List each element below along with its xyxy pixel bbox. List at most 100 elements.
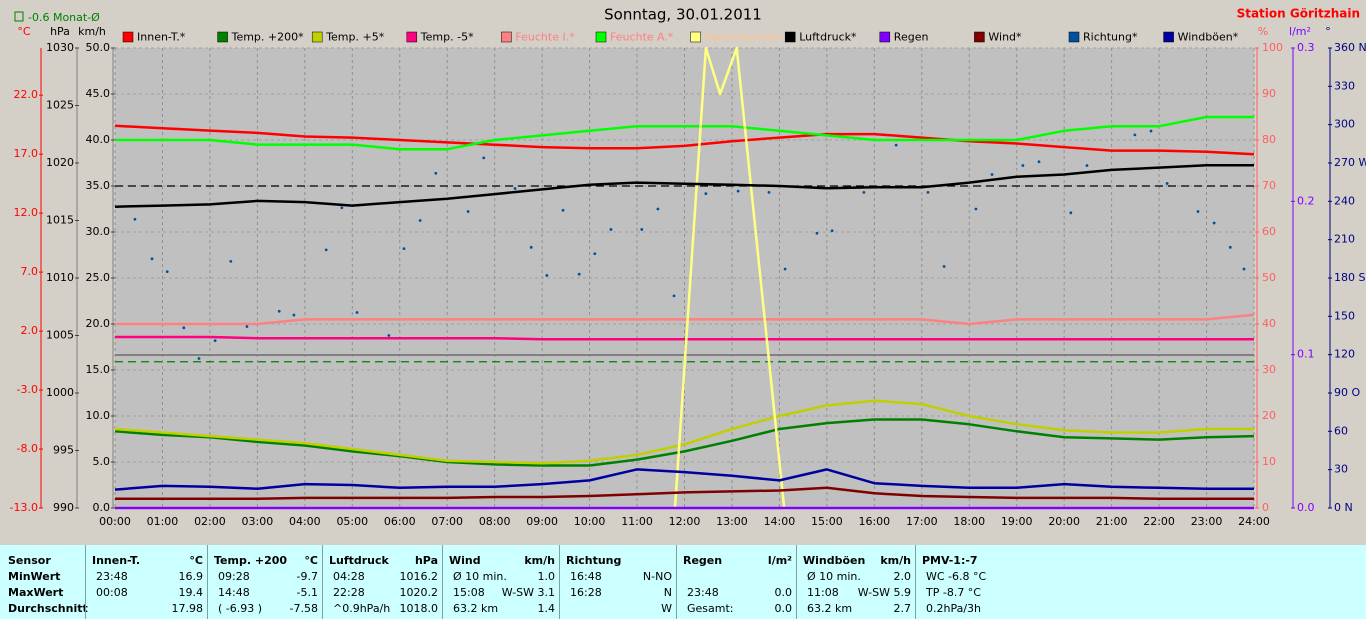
y-tick-label: 0.0 [1297,501,1315,514]
table-cell: WC -6.8 °C [926,570,987,583]
table-cell: TP -8.7 °C [926,586,981,599]
table-cell: MinWert [8,570,61,583]
table-cell: km/h [880,554,911,567]
y-tick-label: 17.0 [14,147,39,160]
table-cell: 22:28 [333,586,365,599]
y-tick-label: 270 W [1334,156,1366,169]
direction-point [182,326,186,330]
table-cell: 63.2 km [453,602,499,615]
direction-point [466,210,470,213]
y-tick-label: 0 [1262,501,1269,514]
direction-point [1196,210,1200,213]
y-tick-label: 5.0 [93,455,111,468]
table-cell: Wind [449,554,481,567]
table-cell: 04:28 [333,570,365,583]
y-tick-label: 20 [1262,409,1276,422]
y-tick-label: 120 [1334,348,1355,361]
direction-point [1069,211,1073,215]
y-tick-label: 40 [1262,317,1276,330]
direction-point [561,208,565,212]
legend-swatch [690,31,701,43]
direction-point [990,173,994,176]
series-line [114,399,1254,465]
table-cell: °C [189,554,203,567]
y-tick-label: 1015 [46,214,74,227]
direction-point [1228,245,1232,249]
table-cell: PMV-1:-7 [922,554,978,567]
table-cell: 16.9 [178,570,204,583]
direction-point [1149,129,1153,133]
table-cell: Windböen [803,554,866,567]
y-tick-label: 300 [1334,118,1355,131]
table-cell: Richtung [566,554,622,567]
direction-point [1037,160,1041,164]
y-tick-label: 15.0 [86,363,111,376]
table-cell: 09:28 [218,570,250,583]
y-tick-label: -3.0 [17,383,38,396]
direction-point [292,313,296,317]
direction-point [894,143,898,147]
y-tick-label: 30 [1262,363,1276,376]
direction-point [150,257,154,261]
legend-label: Luftdruck* [799,31,857,44]
column-separator [85,545,86,619]
y-tick-label: 40.0 [86,133,111,146]
x-tick-label: 20:00 [1048,515,1080,528]
series-line [114,468,1254,491]
legend-swatch [406,31,418,43]
y-tick-label: 7.0 [21,265,39,278]
x-tick-label: 03:00 [242,515,274,528]
y-tick-label: 90 O [1334,386,1360,399]
table-cell: Durchschnitt [8,602,88,615]
direction-point [815,231,819,235]
direction-point [165,270,169,274]
legend-swatch [879,31,891,43]
direction-point [245,325,249,328]
table-cell: Innen-T. [92,554,141,567]
x-tick-label: 13:00 [716,515,748,528]
direction-point [783,267,787,271]
x-tick-label: 06:00 [384,515,416,528]
y-tick-label: 0 N [1334,501,1353,514]
direction-point [640,228,644,231]
table-cell: N-NO [642,570,672,583]
table-cell: 23:48 [96,570,128,583]
legend-swatch [974,31,985,43]
series-line [115,335,1254,341]
x-tick-label: 00:00 [99,515,131,528]
reference-icon [14,11,24,22]
x-tick-label: 19:00 [1001,515,1033,528]
legend-swatch [501,31,512,43]
y-tick-label: 22.0 [14,88,39,101]
direction-point [1165,182,1169,185]
x-tick-label: 12:00 [669,515,701,528]
x-tick-label: 01:00 [147,515,179,528]
table-cell: l/m² [767,554,792,567]
table-cell: 14:48 [218,586,250,599]
y-tick-label: 80 [1262,133,1276,146]
direction-point [767,190,771,194]
direction-point [656,207,660,211]
y-tick-label: 240 [1334,194,1355,207]
series-line [114,164,1254,208]
x-tick-label: 08:00 [479,515,511,528]
direction-point [434,171,438,175]
axis-label: km/h [78,25,106,38]
y-tick-label: 1000 [46,386,74,399]
direction-point [593,252,597,256]
table-cell: 16:28 [570,586,602,599]
column-separator [442,545,443,619]
legend-label: Innen-T.* [137,31,186,44]
table-cell: 1016.2 [399,570,439,583]
y-tick-label: 360 N [1334,41,1366,54]
y-tick-label: 60 [1262,225,1276,238]
table-cell: Sensor [8,554,51,567]
table-cell: -7.58 [289,602,318,615]
direction-point [1212,221,1216,225]
direction-point [672,294,676,298]
direction-point [340,206,344,210]
legend-label: Feuchte I.* [515,31,575,44]
direction-point [529,245,533,249]
column-separator [915,545,916,619]
y-tick-label: 25.0 [86,271,111,284]
